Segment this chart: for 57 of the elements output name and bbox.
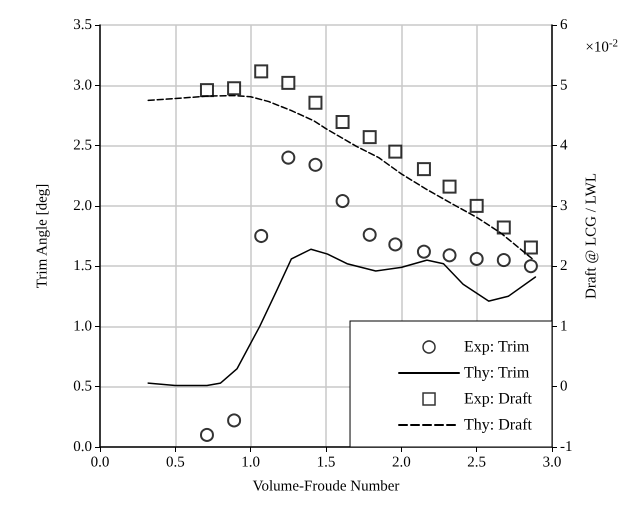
point (416, 244, 431, 259)
point (388, 144, 402, 159)
y2-tick-label: 0 (560, 378, 568, 395)
y-tick-label: 1.0 (73, 318, 92, 334)
y2-tick-label: -1 (560, 439, 572, 455)
x-tick-label: 2.0 (392, 454, 411, 470)
x-tick-label: 1.5 (316, 454, 336, 470)
y2-tick-label: 1 (560, 318, 568, 334)
point (470, 198, 484, 213)
point (362, 228, 377, 242)
point (200, 83, 214, 98)
y-tick-label: 1.5 (73, 258, 92, 274)
x-tick-label: 3.0 (542, 454, 562, 470)
point (308, 158, 322, 172)
y2-tick-label: 2 (560, 258, 568, 274)
legend-label: Exp: Trim (464, 338, 530, 356)
point (227, 413, 242, 428)
y-tick-label: 3.0 (73, 77, 92, 94)
x-axis-title: Volume-Froude Number (252, 478, 400, 494)
point (281, 150, 296, 165)
point (254, 64, 268, 78)
y-tick-label: 0.0 (73, 439, 92, 455)
point (336, 115, 350, 130)
x-tick-label: 2.5 (467, 454, 486, 470)
point (442, 180, 457, 194)
x-tick-label: 1.0 (241, 454, 260, 470)
y-axis-title: Trim Angle [deg] (34, 184, 50, 288)
y-tick-label: 2.5 (73, 138, 92, 154)
legend-label: Thy: Draft (464, 416, 533, 434)
legend-label: Exp: Draft (464, 390, 533, 408)
point (388, 237, 402, 252)
point (470, 252, 484, 266)
point (281, 76, 296, 90)
point (200, 428, 214, 442)
line-series (147, 248, 536, 386)
y2-tick-label: 5 (560, 77, 568, 94)
y2-tick-label: 6 (560, 17, 568, 33)
point (524, 240, 538, 254)
y2-tick-label: 3 (560, 198, 568, 214)
point (308, 96, 322, 110)
point (336, 194, 350, 208)
y2-tick-label: 4 (560, 138, 568, 154)
legend-label: Thy: Trim (464, 364, 530, 382)
point (524, 259, 538, 274)
point (362, 130, 377, 144)
point (496, 220, 511, 235)
point (496, 253, 511, 268)
point (442, 248, 457, 262)
point (416, 162, 431, 176)
x-tick-label: 0.0 (90, 454, 110, 470)
y2-axis-title: Draft @ LCG / LWL (584, 173, 600, 299)
point (254, 229, 268, 243)
y-tick-label: 2.0 (73, 198, 92, 214)
y-tick-label: 0.5 (73, 378, 92, 395)
x-tick-label: 0.5 (166, 454, 185, 470)
y-tick-label: 3.5 (73, 17, 92, 33)
point (227, 81, 242, 96)
